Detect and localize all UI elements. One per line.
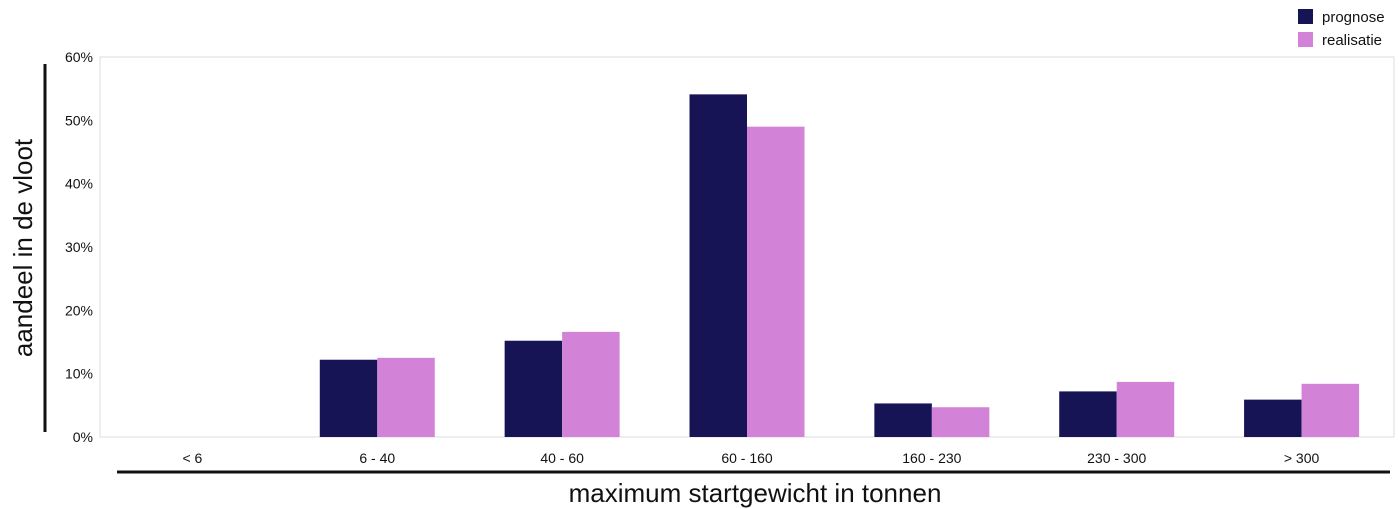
y-tick-label: 40%	[65, 176, 93, 192]
x-tick-label: 6 - 40	[359, 450, 395, 466]
bar-realisatie	[931, 407, 990, 437]
y-tick-label: 50%	[65, 112, 93, 128]
y-axis-title: aandeel in de vloot	[8, 138, 38, 357]
y-axis-ticks: 0% 10% 20% 30% 40% 50% 60%	[65, 49, 93, 445]
bar-realisatie	[1116, 381, 1175, 437]
y-tick-label: 20%	[65, 302, 93, 318]
legend-label-prognose: prognose	[1322, 9, 1385, 26]
bar-realisatie	[747, 126, 805, 438]
bar-prognose	[1244, 399, 1302, 437]
y-tick-label: 0%	[73, 429, 93, 445]
x-tick-label: < 6	[182, 450, 202, 466]
bar-realisatie	[562, 331, 620, 437]
y-tick-label: 10%	[65, 366, 93, 382]
legend: prognose realisatie	[1298, 9, 1385, 49]
x-tick-label: > 300	[1284, 450, 1320, 466]
x-tick-label: 60 - 160	[721, 450, 773, 466]
bar-prognose	[504, 340, 563, 437]
x-axis-title: maximum startgewicht in tonnen	[569, 478, 942, 508]
bar-prognose	[689, 94, 747, 437]
bar-prognose	[319, 359, 378, 437]
legend-swatch-realisatie	[1298, 32, 1313, 47]
legend-label-realisatie: realisatie	[1322, 32, 1382, 49]
x-tick-label: 230 - 300	[1087, 450, 1146, 466]
bar-realisatie	[1301, 383, 1360, 437]
x-tick-label: 160 - 230	[902, 450, 961, 466]
y-tick-label: 30%	[65, 239, 93, 255]
bars	[319, 94, 1360, 438]
bar-prognose	[874, 403, 932, 437]
bar-realisatie	[377, 357, 435, 437]
y-tick-label: 60%	[65, 49, 93, 65]
bar-prognose	[1059, 391, 1117, 437]
x-tick-label: 40 - 60	[540, 450, 584, 466]
legend-swatch-prognose	[1298, 9, 1313, 24]
x-axis-ticks: < 6 6 - 40 40 - 60 60 - 160 160 - 230 230 - 3…	[182, 450, 1319, 466]
